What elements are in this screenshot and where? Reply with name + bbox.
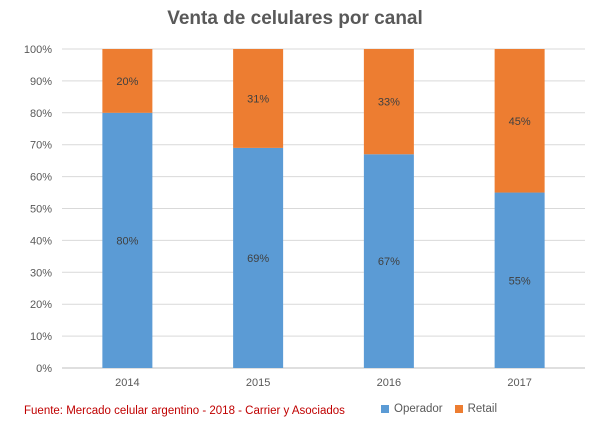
data-label: 33% (378, 97, 400, 109)
y-tick-label: 80% (30, 108, 52, 120)
bar-operador-2016 (363, 154, 414, 368)
x-tick-label: 2014 (115, 377, 139, 389)
bar-retail-2014 (102, 49, 153, 113)
bar-operador-2017 (494, 192, 545, 368)
bar-retail-2015 (233, 49, 284, 148)
data-label: 31% (247, 93, 269, 105)
x-tick-label: 2016 (377, 377, 401, 389)
y-tick-label: 70% (30, 140, 52, 152)
legend-label-retail: Retail (467, 403, 497, 415)
data-label: 69% (247, 253, 269, 265)
y-tick-label: 60% (30, 172, 52, 184)
chart-legend: Operador Retail (381, 403, 509, 415)
x-tick-label: 2015 (246, 377, 270, 389)
y-tick-label: 40% (30, 235, 52, 247)
y-tick-label: 30% (30, 267, 52, 279)
data-label: 20% (116, 76, 138, 88)
bar-retail-2016 (363, 49, 414, 155)
data-label: 80% (116, 235, 138, 247)
x-tick-label: 2017 (507, 377, 531, 389)
source-note: Fuente: Mercado celular argentino - 2018… (24, 405, 345, 417)
legend-item-retail: Retail (454, 403, 497, 415)
legend-item-operador: Operador (381, 403, 443, 415)
y-tick-label: 0% (36, 363, 52, 375)
y-tick-label: 50% (30, 204, 52, 216)
legend-swatch-operador (381, 405, 389, 413)
legend-swatch-retail (454, 405, 463, 413)
data-label: 45% (509, 116, 531, 128)
y-tick-label: 100% (24, 44, 52, 56)
bar-operador-2014 (102, 112, 153, 368)
bar-retail-2017 (494, 49, 545, 193)
legend-label-operador: Operador (394, 403, 443, 415)
y-tick-label: 20% (30, 299, 52, 311)
bar-operador-2015 (233, 147, 284, 368)
chart-title: Venta de celulares por canal (167, 8, 423, 29)
y-tick-label: 90% (30, 76, 52, 88)
data-label: 67% (378, 256, 400, 268)
data-label: 55% (509, 275, 531, 287)
y-tick-label: 10% (30, 331, 52, 343)
